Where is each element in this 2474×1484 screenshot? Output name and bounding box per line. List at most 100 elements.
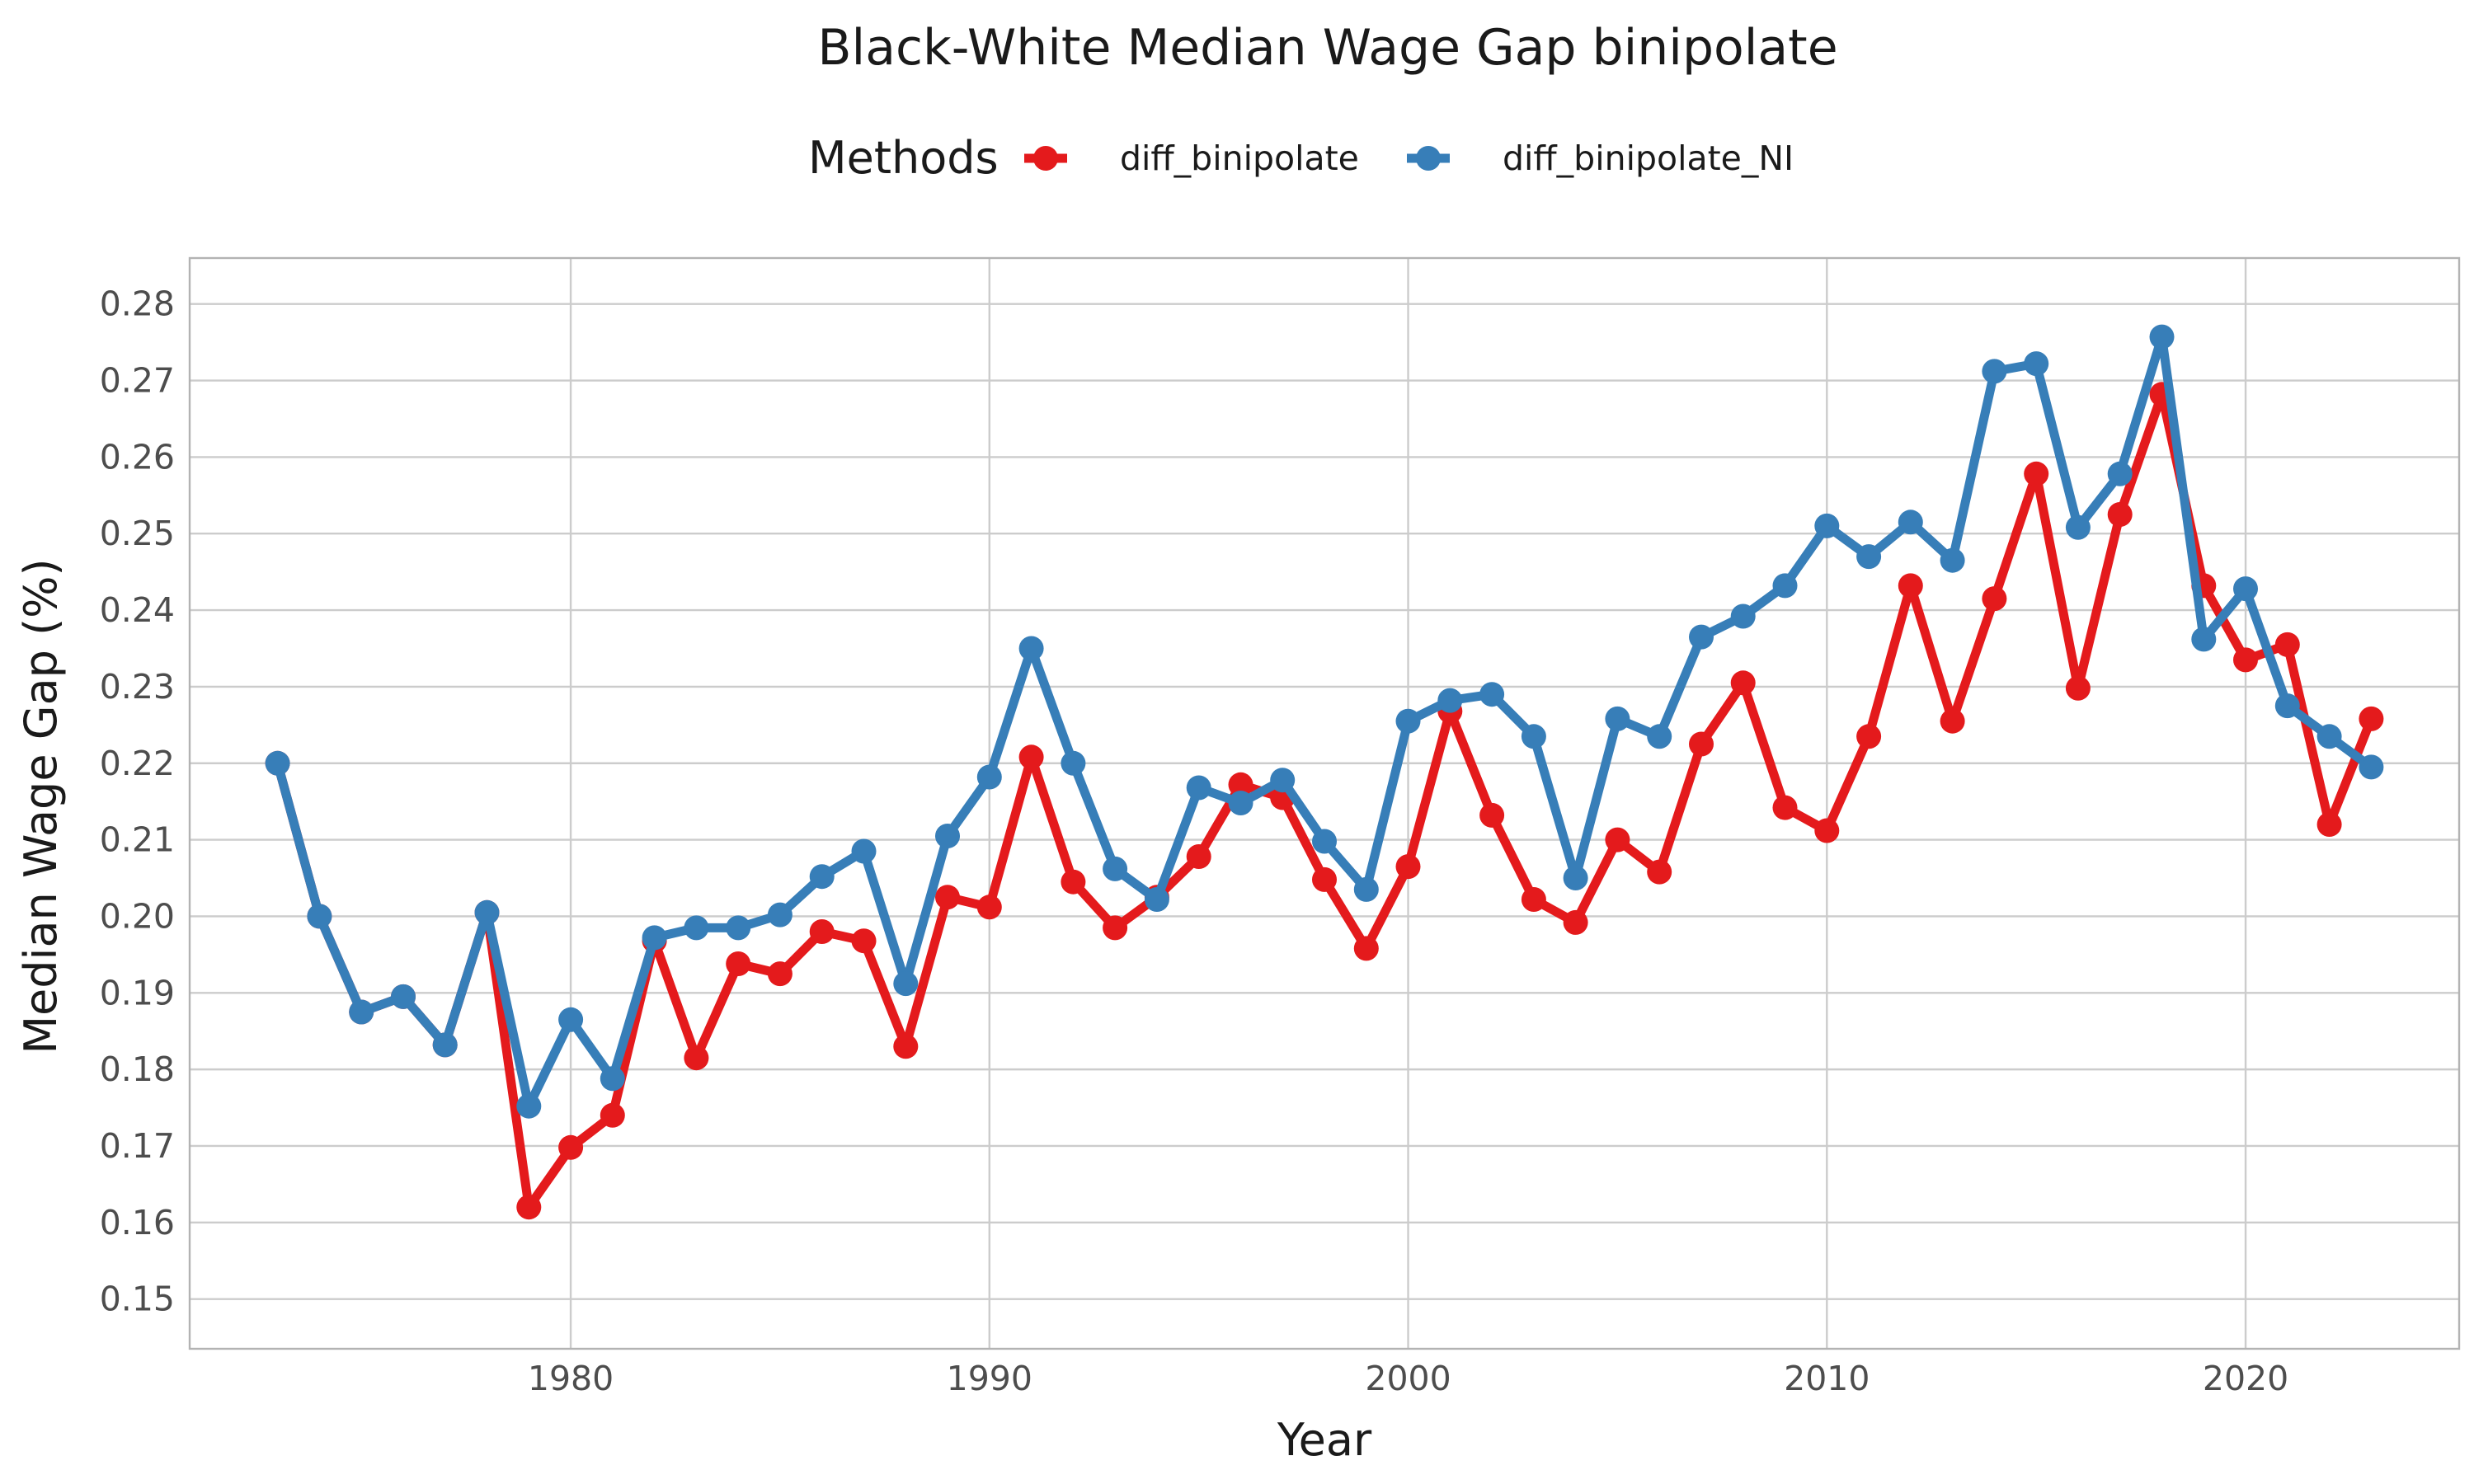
data-point [1521, 887, 1546, 912]
data-point [851, 838, 877, 864]
data-point [2024, 351, 2049, 377]
data-point [1856, 544, 1882, 570]
data-point [1605, 706, 1630, 731]
y-tick-label: 0.21 [100, 820, 175, 860]
data-point [767, 961, 793, 987]
y-tick-label: 0.19 [100, 973, 175, 1012]
data-point [2191, 627, 2217, 652]
data-point [2274, 632, 2300, 657]
data-point [2065, 514, 2091, 540]
data-point [1312, 866, 1337, 892]
data-point [1605, 827, 1630, 852]
data-point [2107, 502, 2133, 527]
data-point [2316, 812, 2342, 837]
data-point [1437, 688, 1463, 713]
data-point [1772, 573, 1798, 599]
data-point [1479, 802, 1505, 828]
data-point [1018, 744, 1044, 770]
data-point [600, 1102, 625, 1128]
y-tick-label: 0.26 [100, 437, 175, 477]
data-point [1982, 359, 2007, 384]
data-point [558, 1134, 584, 1160]
data-point [1228, 772, 1253, 797]
data-point [1521, 724, 1546, 749]
data-point [1018, 636, 1044, 661]
data-point [516, 1093, 542, 1119]
y-tick-label: 0.28 [100, 284, 175, 324]
data-point [1856, 724, 1882, 749]
data-point [1563, 909, 1588, 935]
data-point [1061, 869, 1086, 895]
series-line [273, 332, 2376, 1111]
data-point [1898, 573, 1923, 599]
series-line [273, 389, 2376, 1212]
data-point [1898, 510, 1923, 535]
legend-key-point [1033, 146, 1058, 171]
legend-key-point [1416, 146, 1441, 171]
data-point [976, 764, 1002, 790]
y-axis-title: Median Wage Gap (%) [15, 558, 67, 1054]
y-tick-label: 0.25 [100, 514, 175, 553]
data-point [1353, 876, 1379, 902]
data-point [935, 824, 960, 848]
data-point [474, 899, 500, 925]
data-point [1940, 708, 1965, 734]
data-point [558, 1007, 584, 1032]
legend-label: diff_binipolate_NI [1503, 139, 1794, 178]
y-tick-label: 0.22 [100, 744, 175, 783]
data-point [976, 895, 1002, 920]
x-axis-title: Year [1277, 1414, 1372, 1466]
chart-title: Black-White Median Wage Gap binipolate [817, 19, 1837, 77]
data-point [349, 999, 374, 1025]
legend: Methods diff_binipolate diff_binipolate_N… [808, 132, 1794, 184]
legend-item-diff_binipolate_NI: diff_binipolate_NI [1407, 139, 1794, 178]
plot-panel-border [188, 256, 2461, 1350]
data-point [1814, 513, 1840, 538]
data-point [2233, 647, 2258, 673]
data-point [809, 919, 835, 944]
data-point [1103, 915, 1128, 941]
data-point [1730, 603, 1756, 629]
legend-title: Methods [808, 132, 999, 184]
x-tick-label: 2000 [1365, 1359, 1451, 1398]
data-point [2107, 461, 2133, 486]
data-point [516, 1195, 542, 1220]
data-point [1270, 768, 1296, 793]
series-layer [265, 324, 2384, 1220]
data-point [1689, 624, 1714, 650]
data-point [1395, 854, 1421, 880]
data-point [2233, 576, 2258, 602]
data-point [2274, 693, 2300, 719]
data-point [2149, 324, 2175, 350]
y-tick-label: 0.20 [100, 896, 175, 936]
legend-label: diff_binipolate [1120, 139, 1359, 178]
data-point [1061, 750, 1086, 776]
series-diff_binipolate [265, 382, 2384, 1220]
data-point [851, 928, 877, 954]
data-point [684, 1045, 709, 1071]
y-tick-label: 0.27 [100, 361, 175, 401]
data-point [2024, 461, 2049, 486]
x-tick-label: 1980 [528, 1359, 614, 1398]
data-point [600, 1066, 625, 1092]
y-tick-label: 0.24 [100, 590, 175, 630]
data-point [1395, 708, 1421, 734]
data-point [642, 925, 667, 951]
data-point [307, 904, 332, 929]
data-point [1772, 795, 1798, 820]
y-tick-label: 0.17 [100, 1126, 175, 1166]
data-point [391, 984, 416, 1009]
data-point [935, 885, 960, 910]
x-tick-label: 1990 [947, 1359, 1032, 1398]
legend-items: diff_binipolate diff_binipolate_NI [1024, 139, 1794, 178]
data-point [265, 750, 290, 776]
data-point [726, 915, 751, 941]
data-point [1144, 887, 1169, 912]
data-point [1103, 856, 1128, 881]
data-point [1479, 682, 1505, 707]
data-point [2359, 754, 2384, 780]
data-point [767, 902, 793, 928]
series-diff_binipolate_NI [265, 324, 2384, 1119]
data-point [1186, 844, 1211, 869]
